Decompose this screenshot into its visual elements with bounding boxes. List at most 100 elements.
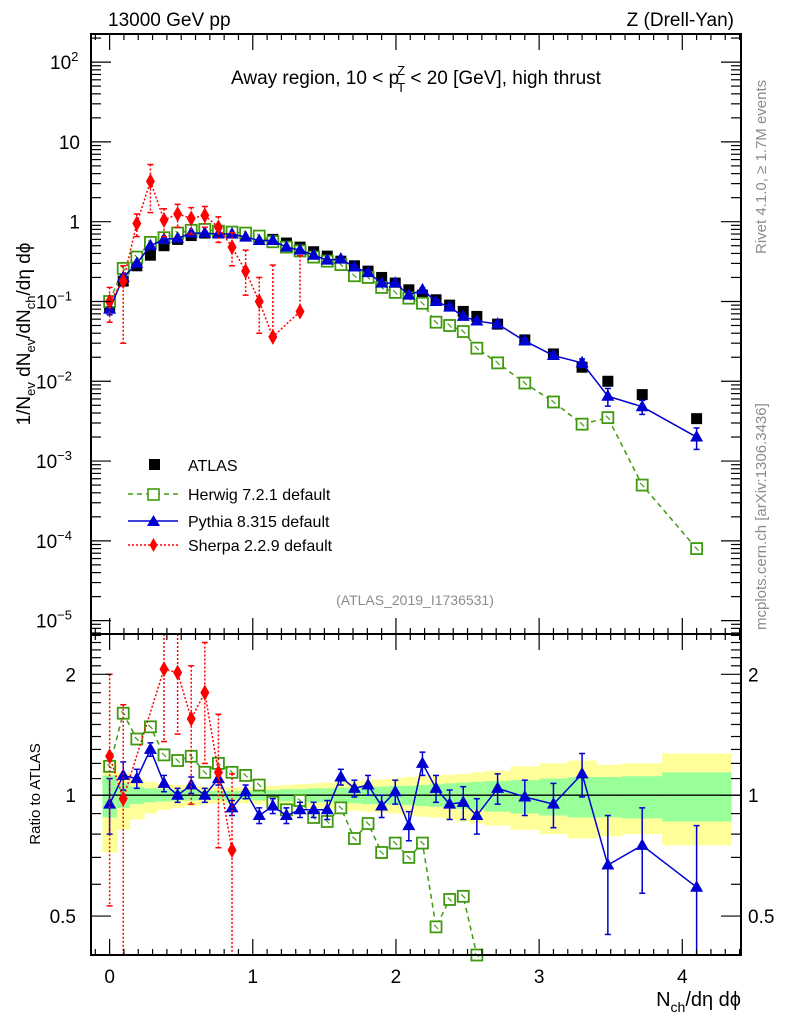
data-point-inner (460, 893, 466, 899)
data-point-inner (134, 736, 140, 742)
series-line (108, 179, 301, 339)
rivet-label: Rivet 4.1.0, ≥ 1.7M events (753, 80, 770, 254)
data-point (491, 781, 505, 793)
data-point-inner (579, 421, 585, 427)
legend-pythia-label: Pythia 8.315 default (188, 514, 330, 531)
data-point (293, 802, 307, 815)
data-point (158, 240, 170, 252)
main-series (103, 163, 704, 555)
data-point-inner (147, 724, 153, 730)
data-point-inner (202, 769, 208, 775)
data-point (636, 389, 648, 401)
data-point (239, 230, 253, 242)
data-point (546, 797, 560, 809)
data-point (375, 798, 389, 811)
data-point (518, 333, 532, 346)
data-point-inner (365, 821, 371, 826)
ratio-series-sherpa (105, 633, 237, 956)
ratio-y-tick-label-right: 0.5 (748, 907, 774, 928)
data-point (415, 756, 429, 768)
data-point (130, 771, 144, 784)
data-point (690, 880, 704, 892)
x-tick-label: 0 (104, 967, 115, 988)
data-point (200, 207, 210, 224)
data-point (239, 784, 253, 797)
data-point-inner (433, 924, 439, 930)
y-tick-label: 10−2 (36, 368, 72, 393)
data-point (266, 798, 280, 811)
data-point (159, 661, 169, 678)
data-point-inner (161, 752, 167, 758)
data-point-inner (379, 850, 385, 855)
data-point (186, 710, 196, 727)
data-point-inner (447, 897, 453, 902)
data-point-inner (392, 840, 398, 846)
data-point (143, 238, 157, 251)
data-point (130, 256, 144, 268)
data-point (118, 790, 128, 807)
stat-uncertainty-band (596, 776, 623, 818)
data-point (334, 252, 348, 264)
ratio-series (91, 633, 741, 962)
data-point (601, 389, 615, 401)
data-point (456, 309, 470, 321)
data-point (105, 748, 115, 765)
analysis-id: (ATLAS_2019_I1736531) (336, 592, 494, 608)
series-line (108, 711, 478, 956)
main-series-sherpa (105, 163, 305, 345)
data-point (601, 858, 615, 870)
data-point (307, 248, 321, 260)
data-point (375, 276, 389, 288)
data-point (173, 205, 183, 222)
axes: 0 1 2 3 4 102 10 1 10−1 10−2 10−3 10−4 10−5 2 2 1 1 0.5 0.… (36, 33, 774, 988)
data-point-inner (352, 836, 357, 841)
data-point (402, 288, 416, 300)
legend-herwig-label: Herwig 7.2.1 default (188, 487, 331, 504)
data-point (691, 413, 703, 425)
data-point (132, 215, 142, 232)
data-point (602, 375, 614, 387)
data-point (143, 742, 157, 754)
data-point (429, 781, 443, 793)
data-point (213, 219, 223, 236)
data-point (118, 273, 128, 290)
data-point (186, 210, 196, 227)
data-point (443, 300, 457, 312)
data-point (575, 355, 589, 368)
data-point (518, 789, 532, 802)
data-point (227, 842, 237, 859)
data-point (347, 781, 361, 793)
ratio-y-tick-label: 1 (65, 786, 76, 807)
ratio-y-tick-label-right: 1 (748, 786, 759, 807)
data-point (213, 764, 223, 781)
data-point (415, 282, 429, 295)
data-point (157, 776, 171, 788)
data-point (361, 778, 375, 790)
ratio-y-tick-label: 0.5 (50, 907, 76, 928)
data-point (470, 313, 484, 326)
data-point-inner (495, 360, 501, 366)
data-point (402, 818, 416, 831)
data-point (157, 232, 171, 244)
data-point (252, 233, 266, 246)
data-point-inner (474, 345, 480, 351)
data-point (252, 808, 266, 821)
mcplots-label: mcplots.cern.ch [arXiv:1306.3436] (753, 403, 770, 630)
data-point (443, 797, 457, 809)
data-point (429, 294, 443, 306)
data-point (575, 766, 589, 779)
data-point (198, 226, 212, 238)
data-point-inner (406, 854, 412, 860)
data-point-inner (551, 399, 556, 405)
data-point-inner (352, 273, 357, 279)
data-point (320, 802, 334, 815)
data-point (320, 253, 334, 265)
main-series-atlas (104, 227, 703, 425)
legend-sherpa-marker (149, 538, 158, 552)
data-point (144, 249, 156, 261)
x-tick-label: 3 (534, 967, 545, 988)
data-point (159, 211, 169, 228)
data-point-inner (420, 300, 425, 306)
x-tick-label: 2 (391, 967, 402, 988)
